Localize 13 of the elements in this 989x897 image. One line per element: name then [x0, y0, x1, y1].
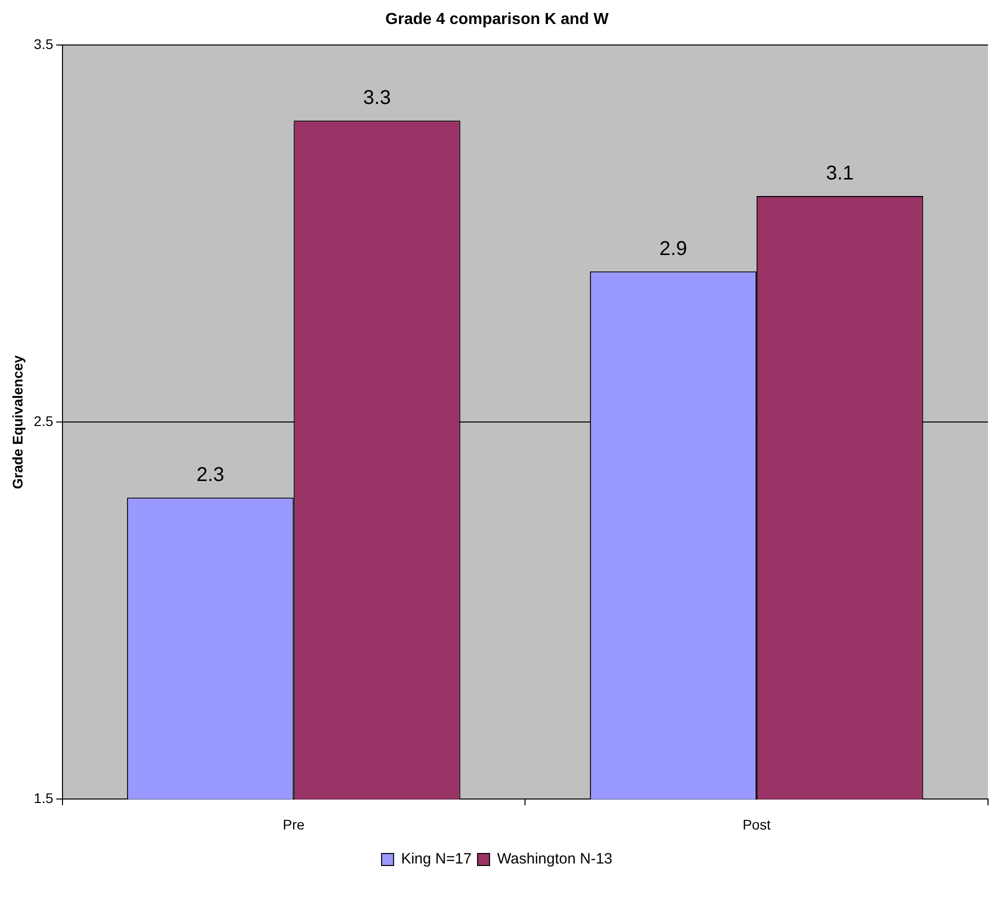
y-axis-title: Grade Equivalencey	[9, 355, 26, 490]
data-label: 2.9	[659, 238, 688, 260]
y-tick-label: 3.5	[34, 36, 54, 52]
data-label: 2.3	[196, 464, 224, 486]
y-tick-label: 1.5	[34, 790, 54, 806]
x-tick-label: Post	[742, 816, 771, 832]
data-label: 3.3	[363, 87, 391, 110]
legend-label: Washington N-13	[497, 850, 612, 868]
x-tick-label: Pre	[282, 816, 305, 832]
data-label: 3.1	[826, 162, 854, 185]
y-tick-label: 2.5	[34, 413, 54, 430]
chart-title: Grade 4 comparison K and W	[385, 11, 610, 28]
legend-label: King N=17	[401, 850, 472, 868]
